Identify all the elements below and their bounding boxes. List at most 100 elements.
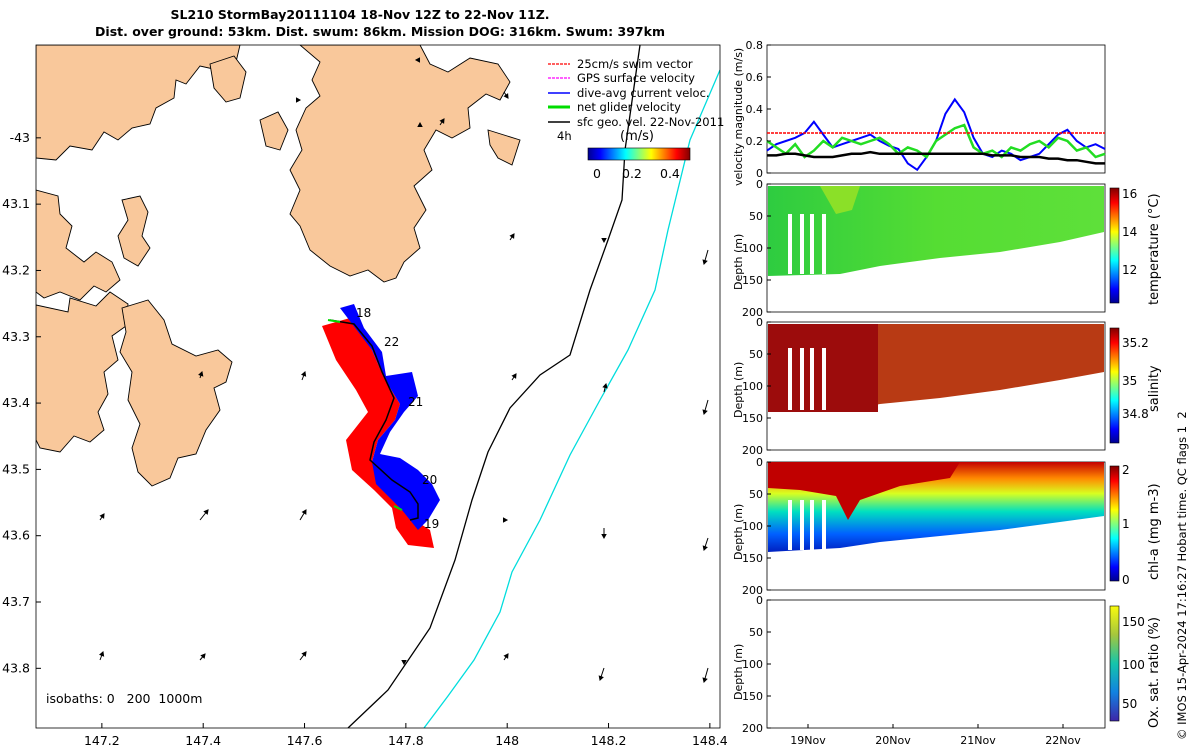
depth-tick-label: 50 <box>749 210 763 223</box>
oxygen-y-ticks: 0 50 100 150 200 <box>742 594 771 735</box>
salinity-cb-label: salinity <box>1147 365 1162 412</box>
land-bruny <box>119 299 233 487</box>
map-xtick-label: 148.2 <box>591 733 627 748</box>
map-xtick-label: 147.6 <box>287 733 323 748</box>
temperature-panel: 0 50 100 150 200 Depth (m) 16 14 12 temperat… <box>732 178 1162 319</box>
velocity-series-net-glider <box>766 123 1106 159</box>
geo-arrow-head <box>598 675 604 681</box>
map-ytick-label: 43.4 <box>2 395 30 410</box>
chla-y-ticks: 0 50 100 150 200 <box>742 456 771 597</box>
depth-tick-label: 200 <box>742 584 763 597</box>
geo-arrow-head <box>702 677 708 684</box>
geo-arrow-head <box>301 371 307 377</box>
depth-tick-label: 200 <box>742 722 763 735</box>
day-label-19: 19 <box>424 517 439 531</box>
geo-arrow-head <box>509 233 515 239</box>
velocity-tick-label: 0.2 <box>746 135 764 148</box>
isobaths <box>347 45 720 728</box>
velocity-y-ticks: 0 0.2 0.4 0.6 0.8 <box>746 39 771 180</box>
oxygen-cb-tick-100: 100 <box>1122 658 1145 672</box>
time-tick-label: 19Nov <box>790 734 826 747</box>
chla-cb-label: chl-a (mg m-3) <box>1147 483 1162 580</box>
geo-arrow-head <box>602 382 608 389</box>
legend-net: net glider velocity <box>577 100 681 114</box>
chla-panel: 0 50 100 150 200 Depth (m) 2 1 0 chl-a (mg m… <box>732 456 1162 597</box>
geo-arrow-head <box>439 118 445 124</box>
chla-ylabel: Depth (m) <box>732 504 745 560</box>
land-north-east <box>289 45 511 283</box>
map-ytick-label: 43.8 <box>2 660 30 675</box>
depth-tick-label: 100 <box>742 242 763 255</box>
depth-tick-label: 200 <box>742 306 763 319</box>
map-plot-area: 18 22 21 20 19 <box>36 45 720 728</box>
temperature-cb-tick-14: 14 <box>1122 225 1137 239</box>
legend-gps: GPS surface velocity <box>577 71 695 85</box>
isobath-200m <box>347 45 641 728</box>
depth-tick-label: 150 <box>742 274 763 287</box>
geo-arrow-head <box>511 373 517 379</box>
map-ytick-label: 43.6 <box>2 528 30 543</box>
chla-surface-bloom <box>768 462 960 520</box>
geo-arrow-head <box>702 259 708 266</box>
time-tick-label: 20Nov <box>875 734 911 747</box>
depth-tick-label: 100 <box>742 520 763 533</box>
temperature-y-ticks: 0 50 100 150 200 <box>742 178 771 319</box>
map-xtick-label: 147.4 <box>185 733 221 748</box>
chla-cb-tick-2: 2 <box>1122 463 1130 477</box>
land-east-strip <box>487 129 521 166</box>
depth-tick-label: 100 <box>742 380 763 393</box>
legend-geo: sfc geo. vel. 22-Nov-2011 <box>577 115 724 129</box>
map-frame <box>35 44 721 729</box>
oxygen-panel: 0 50 100 150 200 Depth (m) 150 100 50 Ox. sa… <box>732 594 1162 747</box>
colorbar-speed <box>587 147 691 161</box>
velocity-tick-label: 0 <box>756 167 763 180</box>
map-x-ticks: 147.2 147.4 147.6 147.8 148 148.2 148.4 <box>84 723 728 748</box>
salinity-colorbar <box>1109 327 1120 444</box>
oxygen-colorbar <box>1109 605 1120 722</box>
depth-tick-label: 50 <box>749 348 763 361</box>
geo-arrow-head <box>200 653 206 659</box>
oxygen-ylabel: Depth (m) <box>732 644 745 700</box>
land-peninsula <box>36 291 129 453</box>
glider-track: 18 22 21 20 19 <box>322 304 440 548</box>
map-xtick-label: 148.4 <box>692 733 728 748</box>
depth-tick-label: 0 <box>756 178 763 191</box>
salinity-y-ticks: 0 50 100 150 200 <box>742 316 771 457</box>
velocity-tick-label: 0.6 <box>746 71 764 84</box>
geo-arrow-head <box>417 121 423 128</box>
salinity-cb-tick-35: 35 <box>1122 374 1137 388</box>
depth-tick-label: 0 <box>756 456 763 469</box>
depth-tick-label: 150 <box>742 412 763 425</box>
geo-arrow-head <box>702 409 708 416</box>
time-tick-label: 22Nov <box>1045 734 1081 747</box>
map-xtick-label: 147.2 <box>84 733 120 748</box>
land-central <box>259 111 289 151</box>
velocity-ylabel: velocity magnitude (m/s) <box>732 48 745 186</box>
swim-vector-field <box>322 318 434 548</box>
salinity-cb-tick-35.2: 35.2 <box>1122 336 1149 350</box>
land-bruny-north <box>117 195 151 267</box>
map-panel: 18 22 21 20 19 -43 43.1 43.2 43.3 43.4 43.5 43… <box>2 44 728 748</box>
figure-title-line2: Dist. over ground: 53km. Dist. swum: 86k… <box>95 24 665 39</box>
depth-tick-label: 0 <box>756 316 763 329</box>
legend-swim: 25cm/s swim vector <box>577 57 693 71</box>
geo-arrow-head <box>301 651 307 657</box>
map-ytick-label: 43.1 <box>2 196 30 211</box>
map-xtick-label: 147.8 <box>388 733 424 748</box>
map-ytick-label: 43.5 <box>2 461 30 476</box>
time-tick-label: 21Nov <box>960 734 996 747</box>
geo-arrow-head <box>295 97 302 103</box>
temperature-cb-label: temperature (°C) <box>1147 193 1162 305</box>
isobath-note: isobaths: 0 200 1000m <box>46 691 202 706</box>
depth-tick-label: 50 <box>749 626 763 639</box>
temperature-gaps <box>788 214 826 274</box>
map-ytick-label: 43.2 <box>2 262 30 277</box>
salinity-ylabel: Depth (m) <box>732 362 745 418</box>
geo-arrow-head <box>503 653 509 659</box>
net-glider-path <box>329 319 419 521</box>
map-legend: 25cm/s swim vector GPS surface velocity … <box>548 57 724 181</box>
day-label-18: 18 <box>356 306 371 320</box>
geo-arrow-head <box>601 237 607 244</box>
map-xtick-label: 148 <box>495 733 519 748</box>
